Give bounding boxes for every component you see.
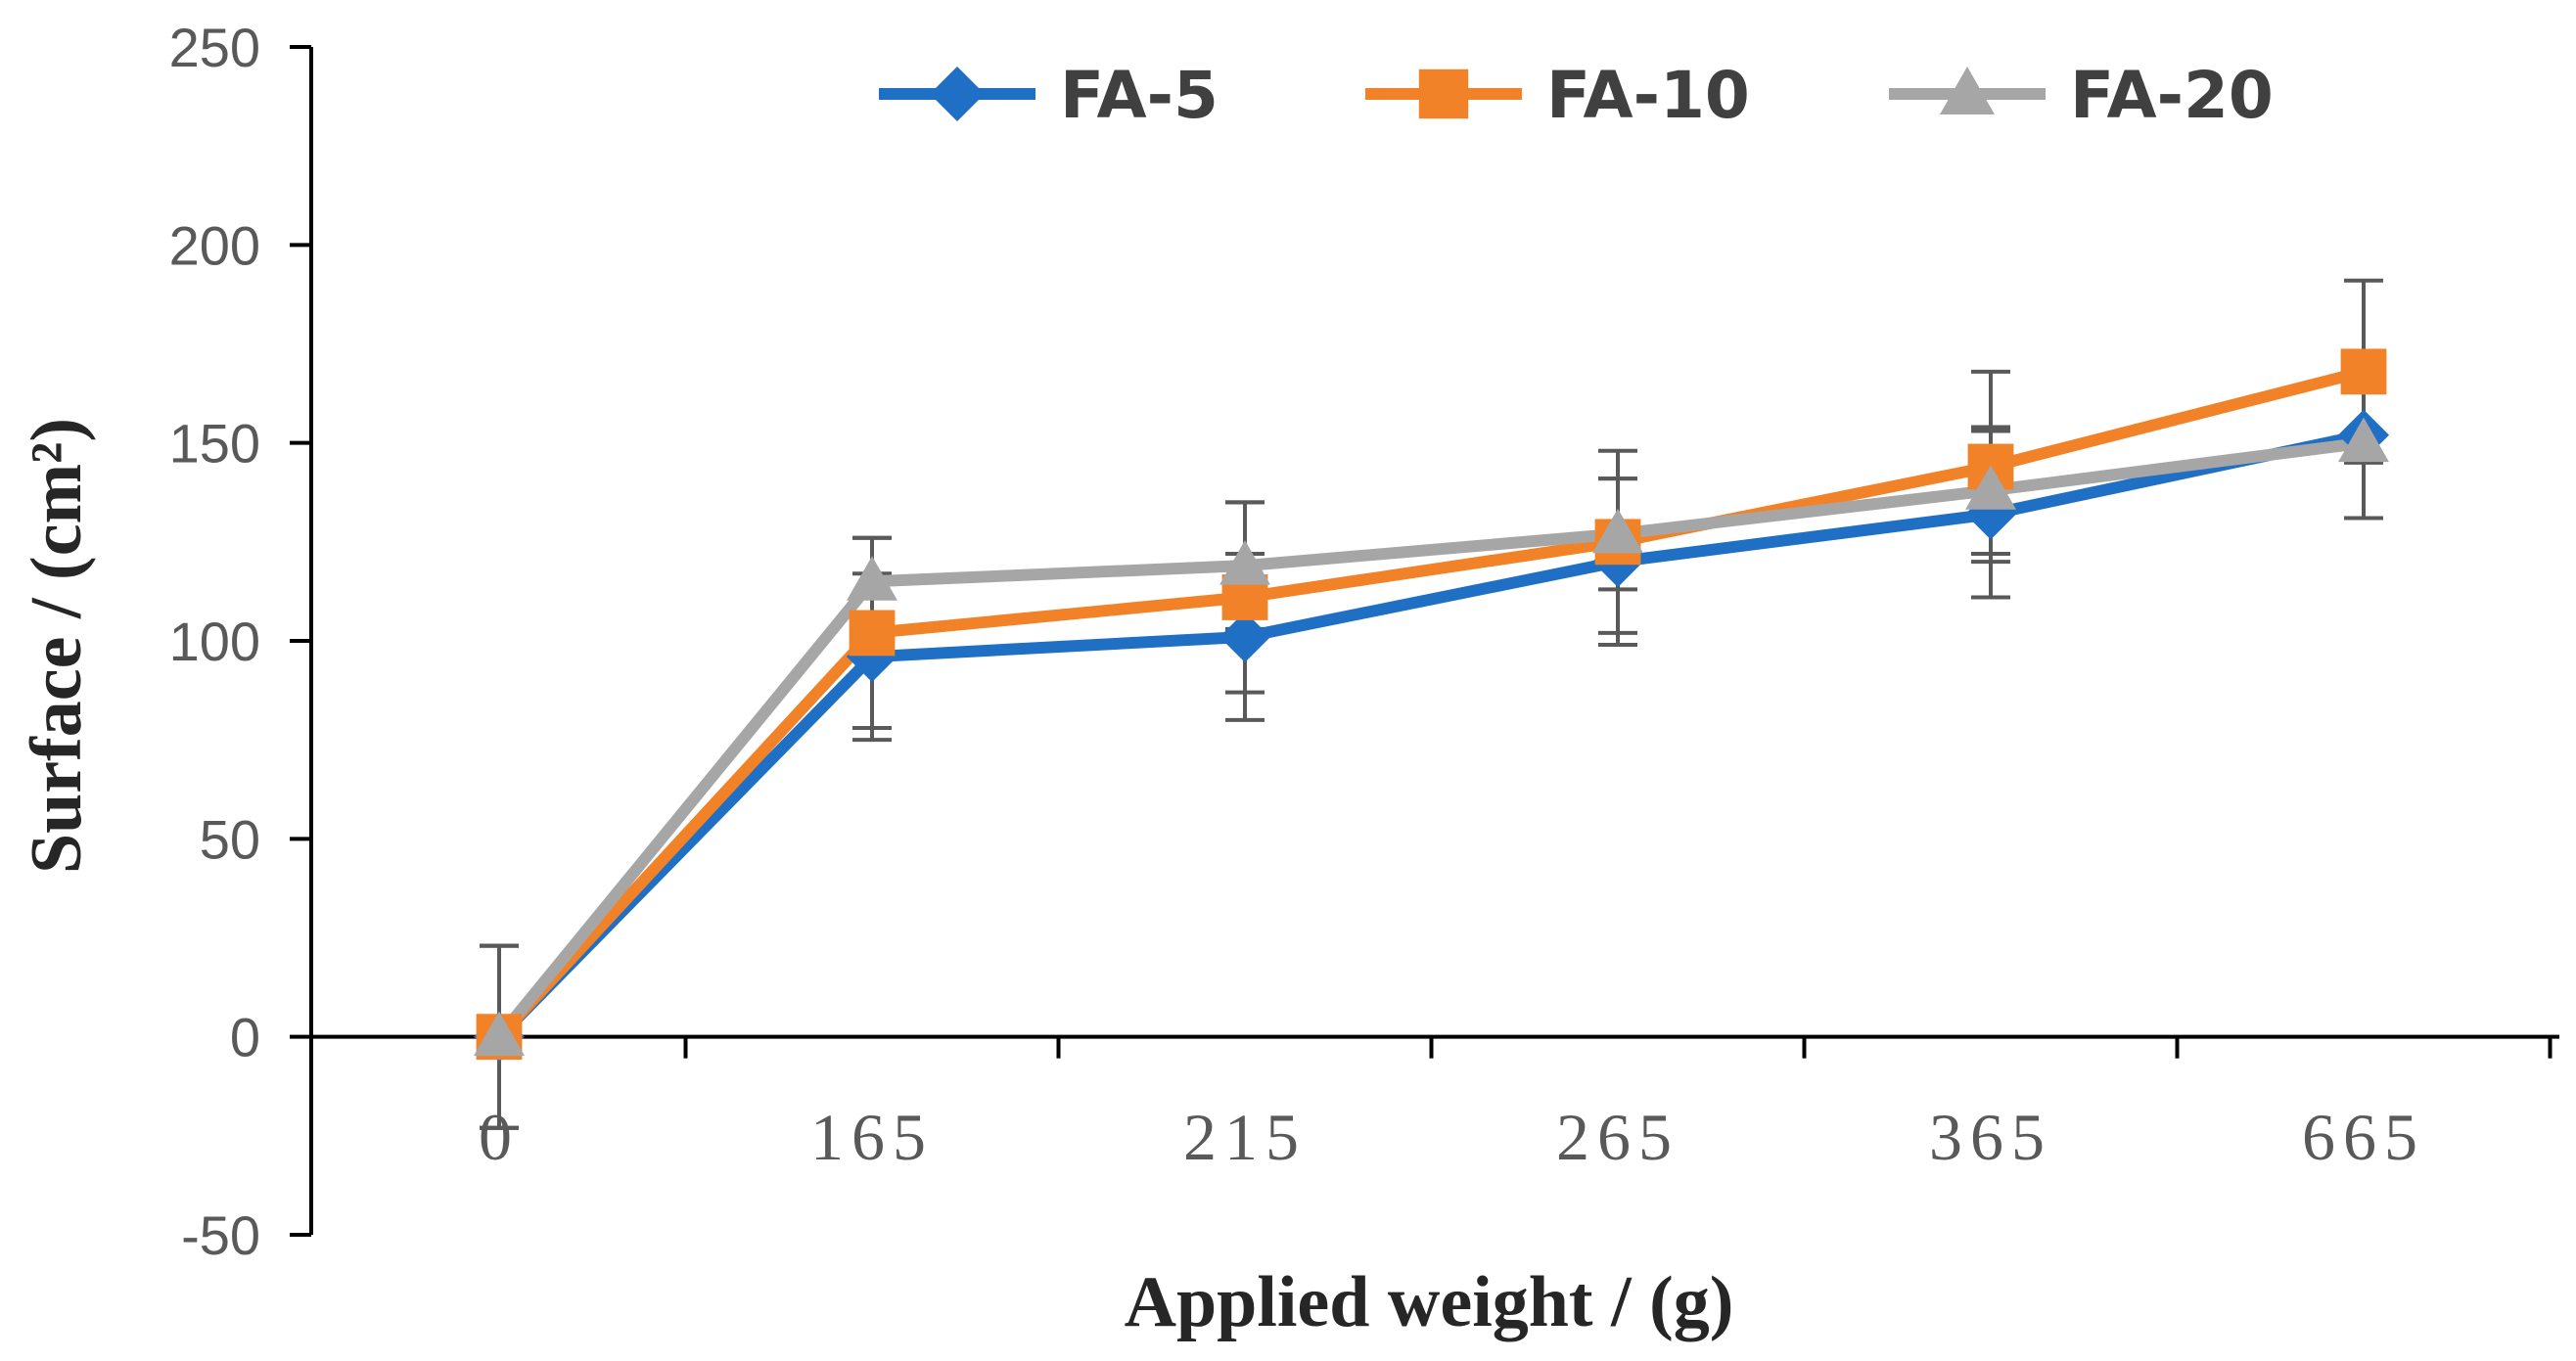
x-tick-label: 665 (2302, 1100, 2425, 1174)
data-point-fa-10 (2340, 348, 2387, 395)
y-axis-title: Surface / (cm²) (17, 418, 97, 874)
x-tick-label: 265 (1556, 1100, 1679, 1174)
series-line-fa-5 (494, 429, 2366, 1041)
y-tick-label: 150 (169, 413, 260, 475)
legend-label: FA-20 (2070, 58, 2274, 133)
legend-label: FA-10 (1546, 58, 1750, 133)
y-tick-label: 250 (169, 17, 260, 78)
legend-entry-fa-10: FA-10 (1365, 58, 1750, 133)
data-point-fa-20 (1965, 465, 2016, 510)
legend: FA-5 FA-10 FA-20 (879, 58, 2274, 133)
legend-entry-fa-5: FA-5 (879, 58, 1219, 133)
legend-label: FA-5 (1060, 58, 1219, 133)
legend-swatch-marker (930, 67, 985, 121)
x-tick-label: 165 (810, 1100, 934, 1174)
x-tick-label: 215 (1183, 1100, 1307, 1174)
series-line-fa-10 (494, 366, 2366, 1041)
x-tick-label: 365 (1929, 1100, 2052, 1174)
data-point-fa-20 (1219, 540, 1270, 585)
y-tick-label: 100 (169, 611, 260, 672)
x-tick-labels: 0 165 215 265 365 665 (479, 1100, 2425, 1174)
y-tick-label: 50 (200, 808, 260, 870)
legend-entry-fa-20: FA-20 (1889, 58, 2274, 133)
data-point-fa-20 (847, 556, 897, 601)
y-tick-label: -50 (181, 1204, 260, 1266)
legend-swatch-marker (1940, 67, 1995, 114)
data-point-fa-20 (2338, 417, 2389, 463)
data-point-fa-20 (474, 1011, 525, 1057)
series-markers (474, 348, 2389, 1063)
x-axis-title: Applied weight / (g) (1125, 1262, 1734, 1342)
data-point-fa-10 (849, 610, 896, 657)
legend-swatch-marker (1418, 68, 1469, 119)
axes (290, 45, 2559, 1237)
series-line-fa-20 (494, 436, 2365, 1041)
data-point-fa-20 (1592, 508, 1643, 554)
x-tick-label: 0 (479, 1100, 520, 1174)
y-tick-labels: -50 0 50 100 150 200 250 (169, 17, 260, 1266)
data-point-fa-5 (1219, 611, 1270, 662)
y-tick-label: 200 (169, 214, 260, 276)
series-lines (494, 366, 2366, 1041)
y-tick-label: 0 (230, 1007, 260, 1068)
